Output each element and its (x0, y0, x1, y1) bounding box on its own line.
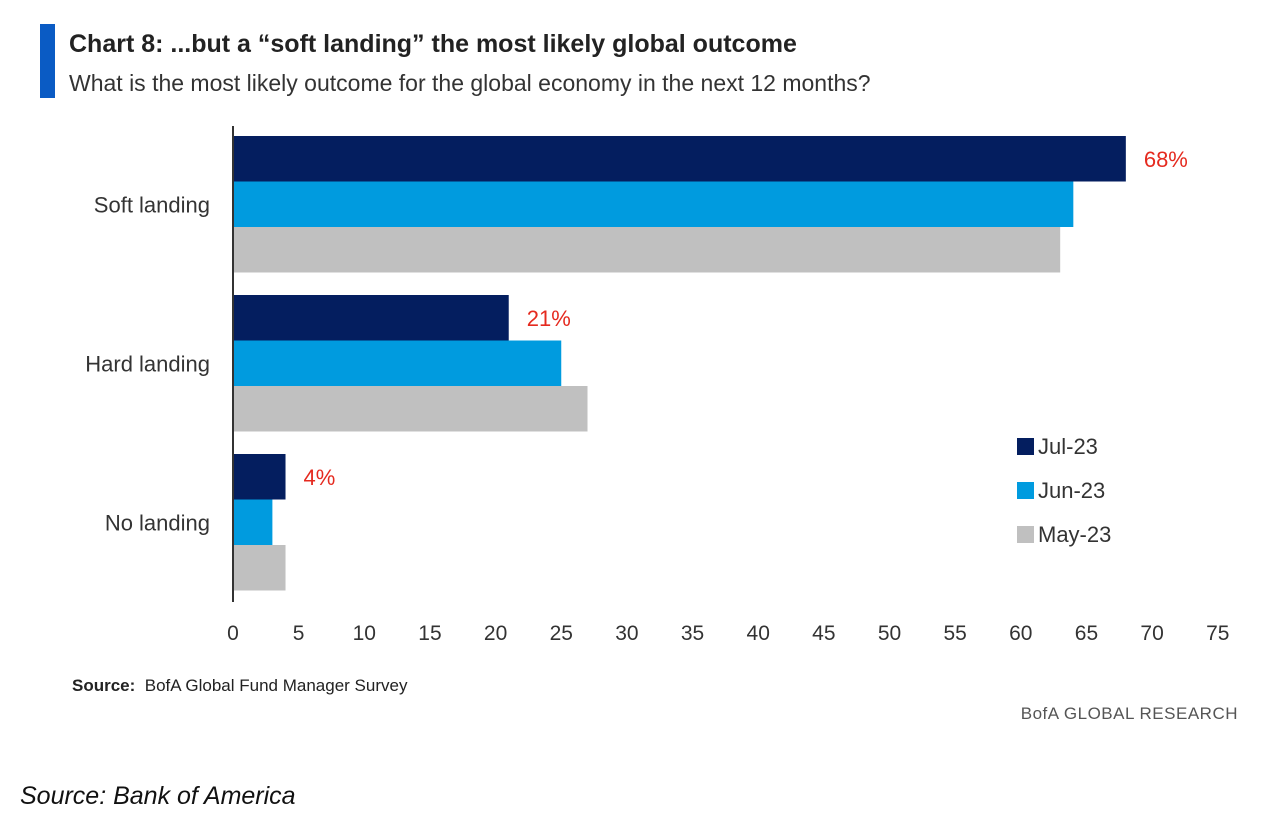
bar-no-landing-may-23 (233, 545, 286, 591)
bar-no-landing-jul-23 (233, 454, 286, 500)
chart-subtitle: What is the most likely outcome for the … (69, 70, 871, 96)
bar-hard-landing-jul-23 (233, 295, 509, 341)
x-tick-label: 75 (1206, 622, 1229, 645)
x-tick-label: 35 (681, 622, 704, 645)
bar-hard-landing-may-23 (233, 386, 588, 432)
bar-soft-landing-jun-23 (233, 181, 1074, 227)
legend-swatch-jun-23 (1017, 482, 1034, 499)
data-label: 4% (304, 465, 336, 490)
legend-label: May-23 (1038, 522, 1111, 547)
source-label: Source: (72, 676, 136, 695)
x-tick-label: 5 (293, 622, 305, 645)
x-tick-label: 10 (353, 622, 376, 645)
legend-label: Jun-23 (1038, 478, 1105, 503)
x-tick-label: 0 (227, 622, 239, 645)
bar-soft-landing-may-23 (233, 227, 1061, 273)
bar-soft-landing-jul-23 (233, 136, 1126, 182)
legend-label: Jul-23 (1038, 434, 1098, 459)
bar-no-landing-jun-23 (233, 499, 273, 545)
category-label: Hard landing (85, 351, 210, 376)
x-tick-label: 55 (943, 622, 966, 645)
chart-title: Chart 8: ...but a “soft landing” the mos… (69, 30, 797, 58)
bar-chart: Soft landing 68% Hard landing 21% No landing… (85, 126, 1229, 645)
x-tick-label: 45 (812, 622, 835, 645)
title-accent-bar (40, 24, 55, 98)
x-tick-label: 50 (878, 622, 901, 645)
data-label: 68% (1144, 147, 1188, 172)
x-tick-label: 25 (550, 622, 573, 645)
category-label: No landing (105, 510, 210, 535)
x-tick-label: 30 (615, 622, 638, 645)
bar-hard-landing-jun-23 (233, 340, 562, 386)
x-tick-label: 20 (484, 622, 507, 645)
footnote-source: Source: Bank of America (20, 782, 296, 810)
data-label: 21% (527, 306, 571, 331)
source-line: Source: BofA Global Fund Manager Survey (72, 676, 407, 696)
legend-swatch-jul-23 (1017, 438, 1034, 455)
x-tick-label: 70 (1140, 622, 1163, 645)
brand-label: BofA GLOBAL RESEARCH (1020, 704, 1238, 723)
source-text: BofA Global Fund Manager Survey (144, 676, 408, 695)
x-tick-label: 40 (747, 622, 770, 645)
x-tick-label: 60 (1009, 622, 1032, 645)
category-label: Soft landing (94, 192, 210, 217)
x-tick-label: 15 (418, 622, 441, 645)
x-tick-label: 65 (1075, 622, 1098, 645)
legend-swatch-may-23 (1017, 526, 1034, 543)
